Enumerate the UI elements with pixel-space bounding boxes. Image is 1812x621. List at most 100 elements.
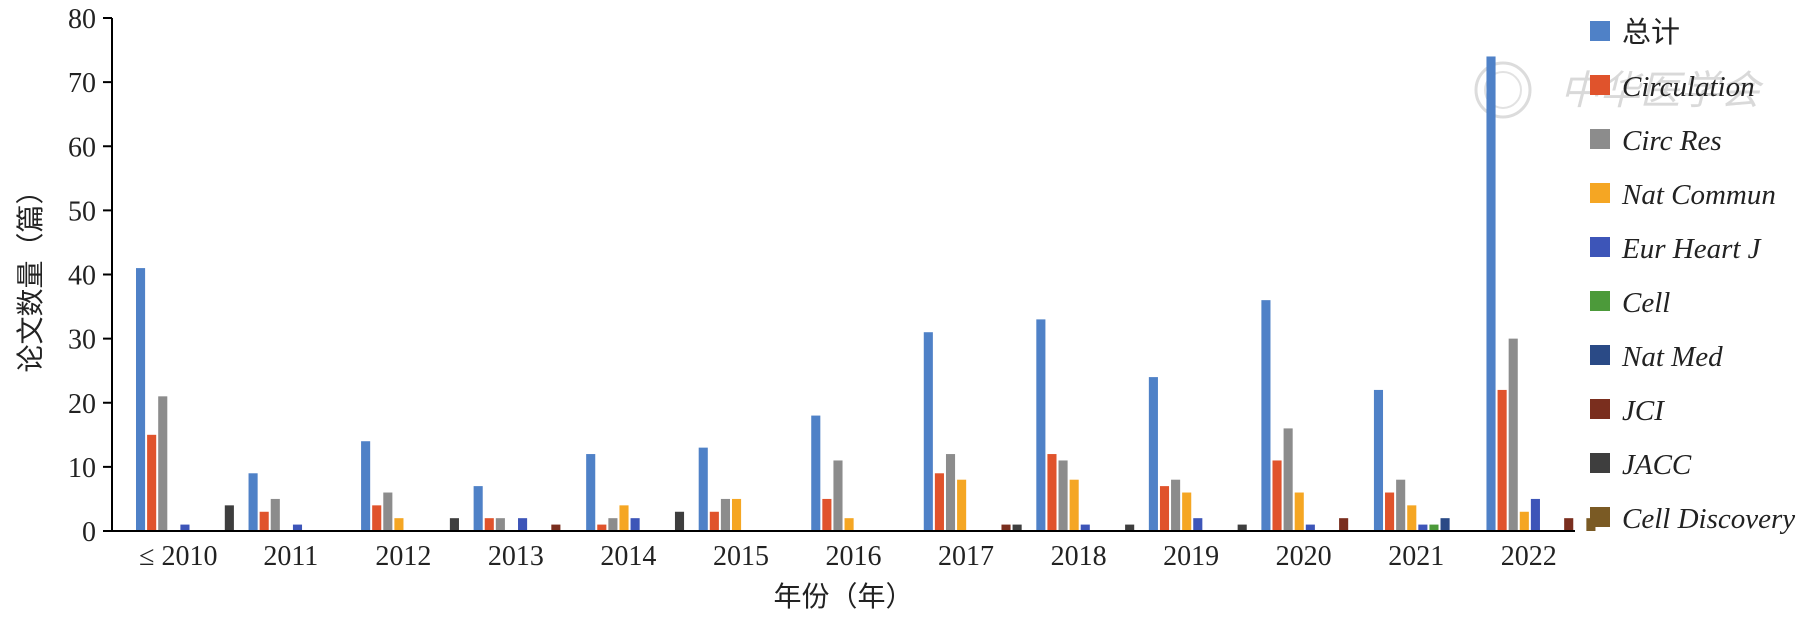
bar-4-3 (619, 505, 629, 531)
y-ticks: 0 10 20 30 40 50 60 70 80 (68, 4, 112, 548)
bar-2-3 (394, 518, 404, 531)
bar-11-4 (1418, 524, 1428, 531)
bar-2-2 (383, 492, 393, 531)
bar-11-2 (1396, 479, 1406, 531)
legend-swatch-5 (1590, 291, 1610, 311)
legend-swatch-8 (1590, 453, 1610, 473)
legend-label-1: Circulation (1622, 71, 1755, 103)
bar-2-8 (449, 518, 459, 531)
legend-label-4: Eur Heart J (1621, 233, 1762, 265)
x-tick-label-7: 2017 (938, 541, 994, 572)
bar-0-8 (224, 505, 234, 531)
bar-10-4 (1305, 524, 1315, 531)
x-ticks: ≤ 2010 2011 2012 2013 2014 2015 2016 2017 2018 20… (139, 541, 1557, 572)
bar-7-8 (1012, 524, 1022, 531)
x-tick-label-1: 2011 (263, 541, 318, 572)
y-tick-label-7: 70 (68, 68, 96, 99)
bar-3-4 (518, 518, 528, 531)
y-tick-label-0: 0 (82, 517, 96, 548)
bar-2-0 (361, 441, 371, 531)
y-tick-label-3: 30 (68, 325, 96, 356)
bar-0-0 (136, 268, 146, 531)
x-tick-label-9: 2019 (1163, 541, 1219, 572)
bar-9-0 (1148, 377, 1158, 531)
bar-4-0 (586, 454, 596, 531)
x-tick-label-12: 2022 (1501, 541, 1557, 572)
bar-0-1 (147, 434, 157, 531)
bar-4-8 (674, 511, 685, 531)
legend-swatch-3 (1590, 183, 1610, 203)
bar-1-1 (259, 511, 269, 531)
bar-7-7 (1001, 524, 1011, 531)
bar-12-3 (1519, 511, 1529, 531)
bar-6-1 (822, 498, 832, 531)
x-tick-label-3: 2013 (488, 541, 544, 572)
x-tick-label-5: 2015 (713, 541, 769, 572)
legend-label-7: JCI (1622, 395, 1665, 427)
x-tick-label-8: 2018 (1051, 541, 1107, 572)
legend-swatch-9 (1590, 507, 1610, 527)
bar-1-4 (292, 524, 303, 531)
bar-7-0 (923, 332, 933, 531)
bar-2-1 (372, 505, 382, 531)
bar-11-0 (1373, 389, 1384, 531)
x-tick-label-0: ≤ 2010 (139, 541, 217, 572)
bar-12-1 (1497, 389, 1507, 531)
bar-4-2 (608, 518, 618, 531)
legend-swatch-0 (1590, 21, 1610, 41)
bar-8-2 (1058, 460, 1068, 531)
bar-12-7 (1564, 518, 1574, 531)
y-tick-label-4: 40 (68, 261, 96, 292)
bar-0-4 (180, 524, 190, 531)
bar-5-3 (731, 498, 742, 531)
bar-11-3 (1407, 505, 1417, 531)
bar-11-6 (1440, 518, 1450, 531)
x-axis-title: 年份（年） (773, 580, 913, 613)
bar-3-1 (484, 518, 494, 531)
y-tick-label-2: 20 (68, 389, 96, 420)
y-tick-label-8: 80 (68, 4, 96, 35)
bar-8-3 (1069, 479, 1079, 531)
bar-10-0 (1261, 300, 1271, 531)
bar-3-0 (473, 486, 483, 531)
legend-label-3: Nat Commun (1621, 179, 1776, 211)
bar-11-1 (1385, 492, 1395, 531)
legend-label-9: Cell Discovery (1622, 503, 1795, 535)
legend-label-5: Cell (1622, 287, 1670, 319)
bar-12-4 (1530, 498, 1540, 531)
bar-10-7 (1339, 518, 1349, 531)
bar-4-4 (630, 518, 640, 531)
bar-6-2 (833, 460, 843, 531)
x-tick-label-11: 2021 (1388, 541, 1444, 572)
x-tick-label-6: 2016 (826, 541, 882, 572)
bar-8-8 (1125, 524, 1135, 531)
legend-swatch-2 (1590, 129, 1610, 149)
legend-label-8: JACC (1622, 449, 1692, 481)
bar-3-2 (495, 518, 505, 531)
y-tick-label-5: 50 (68, 196, 96, 227)
bar-5-2 (720, 498, 730, 531)
bar-7-1 (934, 473, 944, 531)
legend: 总计 Circulation Circ Res Nat Commun Eur Heart… (1590, 16, 1795, 535)
bar-1-2 (270, 498, 280, 531)
bar-5-0 (698, 447, 708, 531)
bars-layer (136, 56, 1596, 531)
legend-swatch-4 (1590, 237, 1610, 257)
y-axis-title: 论文数量（篇） (14, 176, 47, 372)
legend-label-6: Nat Med (1621, 341, 1723, 373)
axes (111, 18, 1575, 532)
legend-label-2: Circ Res (1622, 125, 1722, 157)
bar-12-2 (1508, 338, 1518, 531)
bar-9-4 (1193, 518, 1203, 531)
x-tick-label-2: 2012 (375, 541, 431, 572)
bar-10-3 (1294, 492, 1304, 531)
bar-4-1 (597, 524, 607, 531)
y-tick-label-6: 60 (68, 132, 96, 163)
bar-9-2 (1171, 479, 1181, 531)
bar-6-3 (844, 518, 854, 531)
bar-12-0 (1486, 56, 1496, 531)
bar-11-5 (1429, 524, 1439, 531)
x-tick-label-4: 2014 (600, 541, 656, 572)
bar-9-3 (1182, 492, 1192, 531)
